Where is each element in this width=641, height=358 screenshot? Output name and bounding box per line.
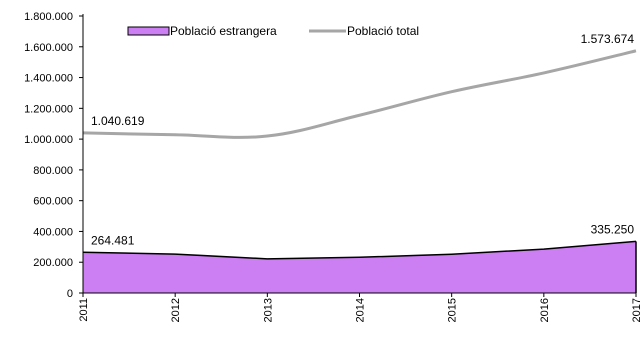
series-line-poblaci-total — [82, 49, 637, 139]
series-outline-poblaci-estrangera — [82, 240, 637, 260]
area-layer — [82, 240, 637, 293]
data-label: 1.573.674 — [581, 32, 635, 46]
y-tick-label: 1.200.000 — [24, 103, 73, 115]
axis-layer: 0 200.000 400.000 600.000 800.000 1.000.000 1.… — [24, 11, 641, 322]
x-tick-label: 2014 — [355, 298, 367, 322]
y-tick-label: 800.000 — [33, 165, 73, 177]
legend-label-poblacio-estrangera: Població estrangera — [170, 24, 277, 38]
legend: Població estrangera Població total — [127, 24, 419, 38]
y-tick-label: 1.400.000 — [24, 73, 73, 85]
y-tick-label: 1.800.000 — [24, 11, 73, 23]
x-tick-label: 2017 — [631, 298, 641, 322]
y-tick-label: 200.000 — [33, 257, 73, 269]
legend-label-poblacio-total: Població total — [347, 24, 419, 38]
x-tick-label: 2016 — [539, 298, 551, 322]
x-tick-label: 2015 — [447, 298, 459, 322]
y-tick-label: 1.000.000 — [24, 134, 73, 146]
x-tick-label: 2011 — [78, 298, 90, 322]
legend-swatch-poblacio-estrangera — [127, 26, 170, 36]
x-tick-label: 2013 — [262, 298, 274, 322]
y-tick-label: 600.000 — [33, 196, 73, 208]
y-tick-label: 0 — [67, 288, 73, 300]
y-tick-label: 400.000 — [33, 226, 73, 238]
data-label-layer: 264.481 335.250 1.040.619 1.573.674 — [91, 32, 634, 247]
data-label: 264.481 — [91, 233, 135, 247]
x-tick-label: 2012 — [170, 298, 182, 322]
y-tick-label: 1.600.000 — [24, 42, 73, 54]
data-label: 1.040.619 — [91, 114, 145, 128]
data-label: 335.250 — [591, 222, 635, 236]
line-layer — [82, 49, 637, 139]
series-area-poblaci-estrangera — [83, 241, 636, 293]
